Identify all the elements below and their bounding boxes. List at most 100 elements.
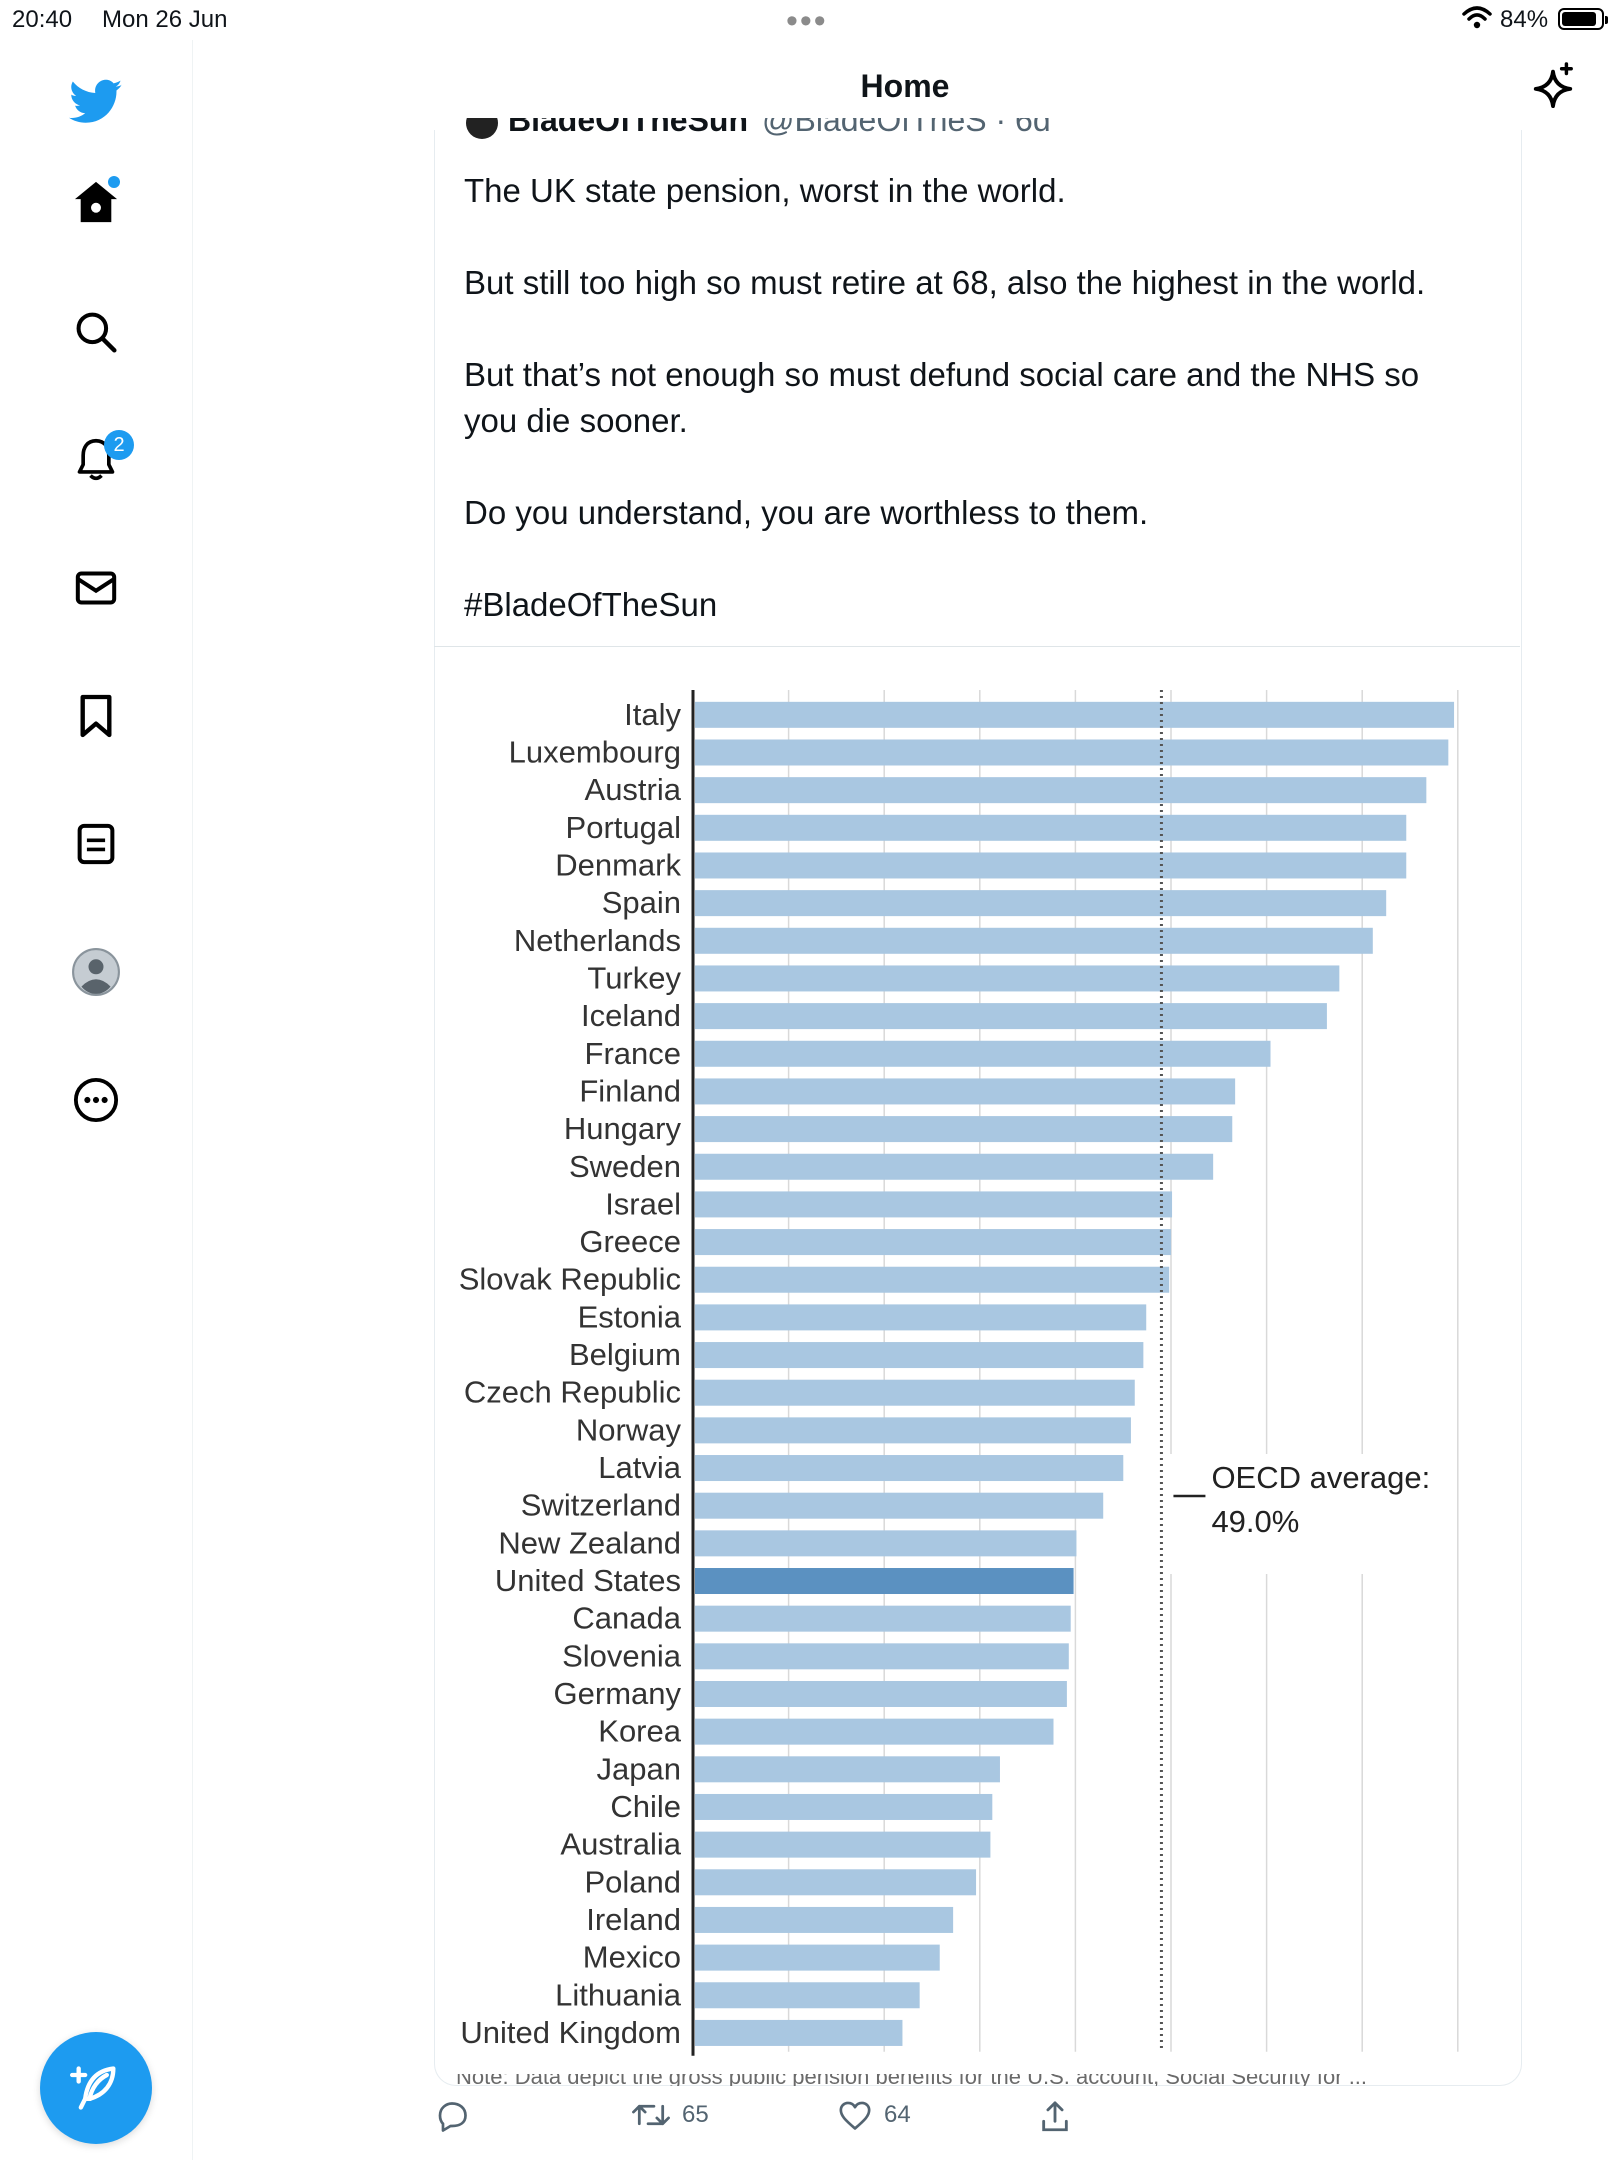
category-label: Portugal (566, 810, 681, 845)
bar (695, 1040, 1271, 1067)
bar (695, 777, 1427, 804)
bar (695, 1304, 1147, 1331)
bar (695, 1944, 940, 1971)
bar (695, 1718, 1054, 1745)
page-title: Home (860, 68, 950, 104)
retweet-count: 65 (682, 2101, 709, 2128)
bar (695, 1379, 1135, 1406)
category-label: France (585, 1036, 681, 1071)
tweet-line: The UK state pension, worst in the world… (464, 172, 1066, 209)
category-label: United States (495, 1563, 681, 1598)
bar (695, 1116, 1233, 1143)
bar (695, 1680, 1067, 1707)
sidebar-item-more[interactable] (66, 1070, 126, 1130)
status-time: 20:40 (12, 6, 73, 33)
bar (695, 2019, 903, 2046)
tweet-line: But that’s not enough so must defund soc… (464, 356, 1420, 439)
category-label: Italy (624, 697, 681, 732)
category-label: Chile (610, 1789, 681, 1824)
category-label: Iceland (581, 998, 681, 1033)
category-label: Spain (602, 885, 681, 920)
category-label: Slovak Republic (459, 1262, 681, 1297)
category-label: Australia (560, 1827, 681, 1862)
bar (695, 1756, 1000, 1783)
twitter-logo-icon[interactable] (66, 72, 126, 132)
category-label: Switzerland (521, 1488, 681, 1523)
category-label: Israel (605, 1186, 681, 1221)
bar (695, 1003, 1327, 1030)
category-label: Belgium (569, 1337, 681, 1372)
bar (695, 1982, 920, 2009)
sidebar: 2 (0, 40, 193, 2160)
feather-plus-icon (70, 2066, 116, 2110)
sidebar-item-search[interactable] (66, 302, 126, 362)
sparkle-icon[interactable] (1530, 62, 1576, 115)
list-icon (77, 823, 115, 865)
tweet-line: But still too high so must retire at 68,… (464, 264, 1426, 301)
bar (695, 1455, 1124, 1482)
like-count: 64 (884, 2101, 911, 2128)
sidebar-item-lists[interactable] (66, 814, 126, 874)
oecd-average-value: 49.0% (1211, 1504, 1299, 1539)
category-label: Czech Republic (464, 1375, 681, 1410)
author-avatar[interactable] (466, 118, 498, 139)
avatar-icon (72, 948, 120, 996)
media-divider (434, 646, 1520, 647)
reply-icon (438, 2102, 467, 2132)
bar (695, 1831, 991, 1858)
bar (695, 1266, 1170, 1293)
category-label: Poland (584, 1864, 681, 1899)
battery-percent: 84% (1500, 6, 1549, 33)
category-label: Netherlands (514, 923, 681, 958)
sidebar-item-home[interactable] (66, 172, 126, 232)
category-label: Greece (579, 1224, 681, 1259)
bar (695, 1568, 1074, 1595)
category-label: Germany (554, 1676, 682, 1711)
category-label: Latvia (598, 1450, 681, 1485)
bar (695, 1153, 1214, 1180)
sidebar-item-messages[interactable] (66, 558, 126, 618)
status-bar: 20:40 Mon 26 Jun ••• 84% (0, 0, 1620, 40)
category-label: New Zealand (498, 1525, 681, 1560)
sidebar-item-profile[interactable] (66, 942, 126, 1002)
sidebar-item-notifications[interactable]: 2 (66, 430, 134, 490)
envelope-icon (75, 571, 117, 605)
wifi-icon (1462, 4, 1492, 37)
category-label: United Kingdom (460, 2015, 681, 2050)
author-handle: @BladeOfTheS · 6d (762, 118, 1051, 138)
retweet-button[interactable]: 65 (632, 2100, 709, 2130)
tweet-image-chart[interactable]: Italy Luxembourg Austria Portugal Denmark Spa… (436, 664, 1518, 2084)
category-label: Korea (598, 1714, 681, 1749)
category-label: Japan (597, 1751, 681, 1786)
bar (695, 965, 1340, 992)
category-label: Mexico (583, 1940, 681, 1975)
bar (695, 1605, 1071, 1632)
bookmark-icon (80, 694, 112, 738)
battery-icon (1558, 8, 1608, 30)
share-icon (1042, 2101, 1068, 2132)
retweet-icon (632, 2104, 670, 2126)
tweet-card[interactable] (434, 130, 1522, 2086)
category-label: Hungary (564, 1111, 682, 1146)
multitasking-dots-icon[interactable]: ••• (786, 2, 828, 40)
bar (695, 739, 1449, 766)
sidebar-item-bookmarks[interactable] (66, 686, 126, 746)
like-button[interactable]: 64 (838, 2100, 911, 2130)
tweet-text: The UK state pension, worst in the world… (464, 168, 1504, 628)
notifications-badge: 2 (104, 430, 134, 460)
bar (695, 1229, 1172, 1256)
home-icon (74, 181, 118, 223)
bar (695, 1417, 1131, 1444)
tweet-author[interactable]: BladeOfTheSun @BladeOfTheS · 6d (466, 118, 1051, 148)
share-button[interactable] (1040, 2100, 1070, 2134)
bar (695, 1643, 1069, 1670)
hashtag-link[interactable]: #BladeOfTheSun (464, 586, 718, 623)
bar (695, 1342, 1144, 1369)
compose-tweet-button[interactable] (40, 2032, 152, 2144)
reply-button[interactable] (434, 2100, 470, 2134)
reference-label-bg (1169, 1454, 1450, 1574)
category-label: Canada (572, 1601, 681, 1636)
category-label: Luxembourg (509, 734, 681, 769)
author-name[interactable]: BladeOfTheSun (508, 118, 749, 138)
more-icon (73, 1077, 119, 1123)
